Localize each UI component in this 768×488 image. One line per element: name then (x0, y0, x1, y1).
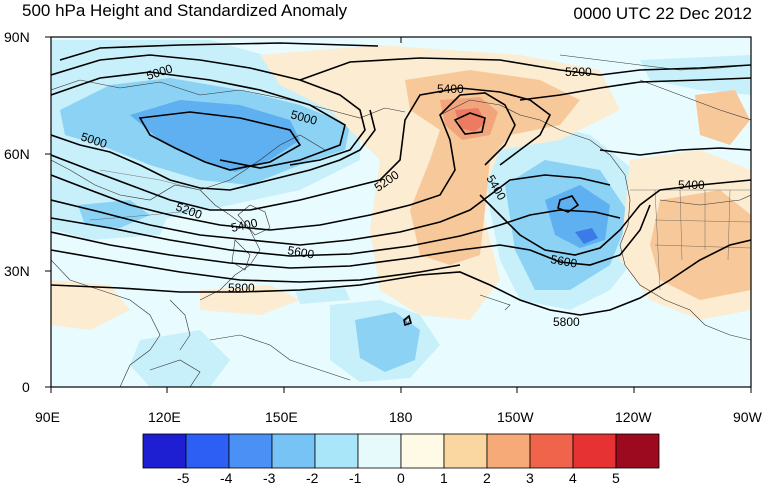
colorbar-swatch (357, 433, 402, 469)
contour-label: 5400 (678, 178, 705, 192)
pos-anomaly-region (455, 108, 486, 132)
lon-label-150w: 150W (497, 409, 534, 425)
colorbar-swatch (185, 433, 230, 469)
contour-line (138, 111, 302, 171)
contour-label: 5800 (228, 281, 255, 295)
contour-label: 5400 (437, 82, 464, 96)
colorbar (142, 433, 660, 469)
colorbar-swatch (615, 433, 660, 469)
pos-anomaly-region (650, 190, 751, 300)
contour-line (51, 239, 751, 316)
colorbar-label: -5 (177, 470, 190, 486)
contour-label: 5600 (286, 243, 315, 261)
neg-anomaly-region (575, 228, 598, 244)
contour-line (599, 147, 751, 156)
pos-anomaly-region (51, 280, 130, 330)
colorbar-swatch (443, 433, 488, 469)
contour-line (59, 42, 379, 61)
colorbar-swatch (572, 433, 617, 469)
lat-label-30n: 30N (4, 263, 30, 279)
colorbar-swatch (529, 433, 574, 469)
contour-label: 5200 (565, 65, 592, 79)
colorbar-label: 0 (397, 470, 405, 486)
contour-line (51, 249, 461, 283)
colorbar-swatch (314, 433, 359, 469)
neg-anomaly-region (295, 288, 350, 304)
lon-label-90e: 90E (35, 409, 60, 425)
neg-anomaly-region (640, 55, 751, 95)
contour-line (51, 71, 346, 169)
contour-line (51, 174, 611, 246)
colorbar-label: 4 (569, 470, 577, 486)
colorbar-label: -1 (349, 470, 362, 486)
contour-line (51, 109, 376, 191)
neg-anomaly-region (130, 330, 230, 387)
colorbar-swatch (142, 433, 187, 469)
colorbar-swatch (271, 433, 316, 469)
colorbar-swatch (400, 433, 445, 469)
map-title: 500 hPa Height and Standardized Anomaly (22, 1, 348, 20)
colorbar-label: 1 (440, 470, 448, 486)
colorbar-label: 3 (526, 470, 534, 486)
contour-line (51, 92, 516, 231)
height-contours (51, 42, 751, 327)
lon-label-90w: 90W (733, 409, 762, 425)
coastlines (51, 54, 751, 387)
valid-time: 0000 UTC 22 Dec 2012 (573, 4, 752, 23)
colorbar-label: 5 (612, 470, 620, 486)
contour-line (557, 195, 580, 213)
neg-anomaly-region (130, 100, 300, 172)
contour-line (453, 112, 486, 135)
borders (89, 169, 751, 291)
lon-label-120e: 120E (148, 409, 181, 425)
lat-label-60n: 60N (4, 146, 30, 162)
pos-anomaly-region (695, 90, 750, 145)
lon-label-120w: 120W (615, 409, 652, 425)
contour-label: 5400 (230, 216, 259, 235)
colorbar-label: -4 (220, 470, 233, 486)
colorbar-swatch (486, 433, 531, 469)
contour-line (479, 179, 751, 256)
contour-label: 5600 (549, 252, 578, 270)
colorbar-label: -3 (263, 470, 276, 486)
neg-anomaly-region (355, 312, 420, 372)
contour-line (519, 77, 751, 101)
colorbar-label: -2 (306, 470, 319, 486)
contour-label: 5000 (289, 107, 319, 128)
anomaly-field (51, 37, 751, 387)
colorbar-swatch (228, 433, 273, 469)
lon-label-150e: 150E (265, 409, 298, 425)
lon-label-180: 180 (389, 409, 413, 425)
lat-label-0: 0 (22, 379, 30, 395)
contour-line (51, 204, 651, 269)
contour-line (403, 314, 412, 327)
lat-label-90n: 90N (4, 29, 30, 45)
contour-line (51, 87, 552, 211)
contour-label: 5800 (553, 315, 580, 329)
contour-line (51, 54, 366, 166)
contour-line (51, 209, 621, 257)
contour-line (299, 57, 751, 81)
axis-ticks (45, 36, 752, 393)
colorbar-label: 2 (483, 470, 491, 486)
